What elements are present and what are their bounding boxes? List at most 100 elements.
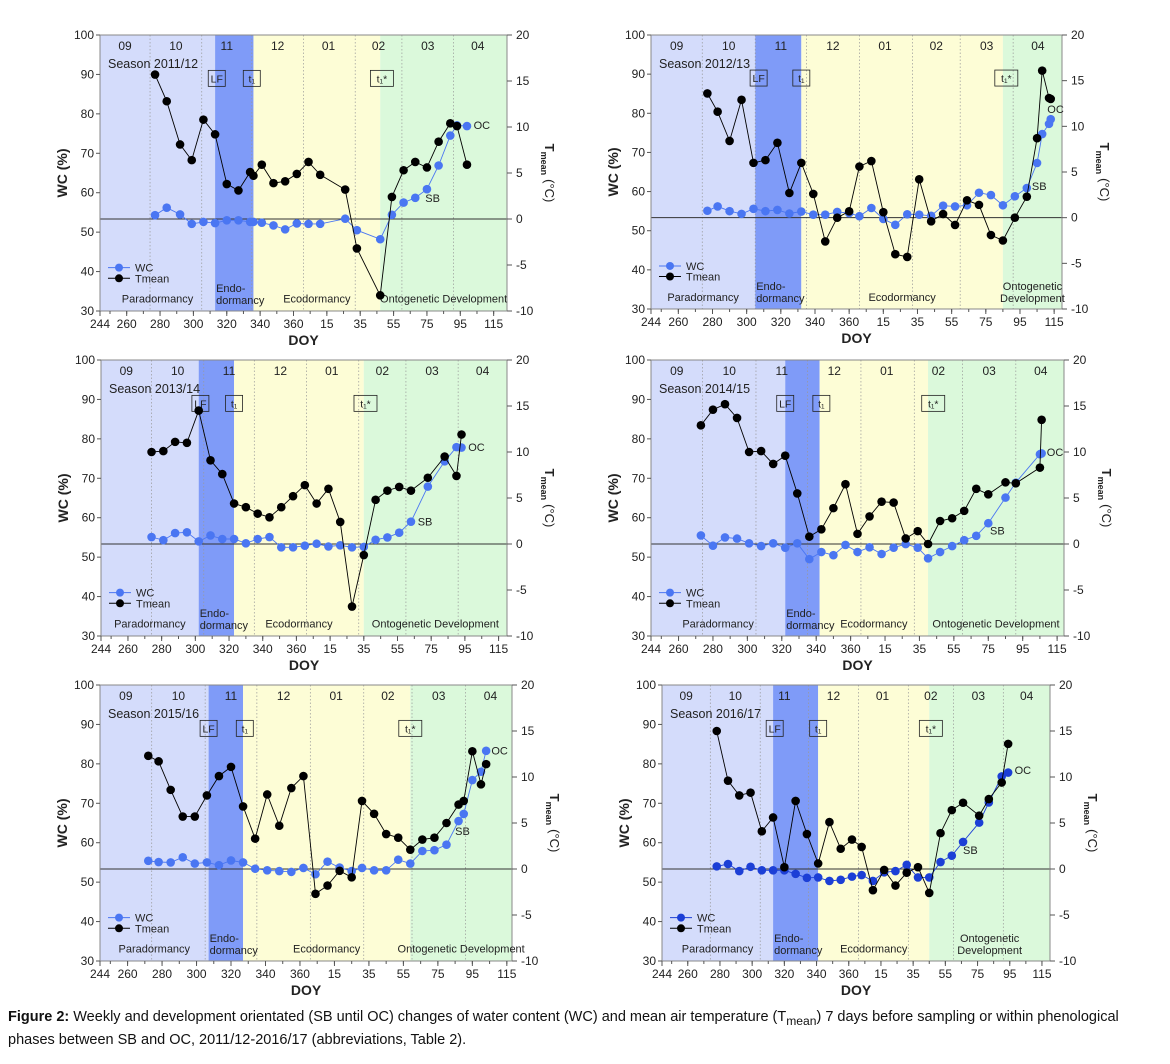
x-tick-label: 340 (250, 317, 270, 331)
data-point-wc (399, 198, 408, 207)
data-point-wc (746, 862, 755, 872)
month-label: 01 (325, 364, 339, 378)
data-point-wc (805, 554, 814, 564)
data-point-wc (889, 543, 898, 552)
month-label: 12 (271, 39, 285, 53)
x-tick-label: 115 (489, 642, 508, 656)
data-point-tmean (853, 529, 862, 539)
month-label: 04 (1031, 39, 1045, 53)
data-point-tmean (958, 798, 968, 808)
phase-label-endodormancy: Endo- (786, 608, 816, 620)
data-point-wc (406, 517, 416, 526)
data-point-wc (410, 193, 420, 203)
legend-label-0: WC (135, 263, 153, 275)
month-label: 09 (670, 39, 684, 53)
y2-tick-label: 5 (516, 166, 523, 180)
phase-marker-0: LF (202, 723, 214, 735)
phase-label-paradormancy: Paradormancy (119, 944, 191, 956)
data-point-wc (737, 209, 746, 219)
y-tick-label: 40 (81, 915, 95, 929)
data-point-tmean (202, 791, 212, 800)
data-point-tmean (287, 783, 296, 793)
data-point-tmean (832, 213, 842, 222)
data-point-tmean (430, 833, 439, 843)
y2-tick-label: 0 (1059, 862, 1066, 876)
month-label: 01 (880, 364, 894, 378)
y2-tick-label: -10 (516, 304, 534, 318)
phase-marker-box (776, 394, 795, 412)
data-point-tmean (841, 479, 850, 489)
season-title: Season 2016/17 (670, 707, 761, 721)
data-point-wc (241, 539, 251, 548)
data-point-tmean (737, 95, 746, 105)
y2-axis-label: Tmean (°C) (1082, 794, 1100, 853)
x-tick-label: 55 (397, 967, 411, 981)
season-title: Season 2012/13 (659, 57, 750, 71)
data-point-wc (369, 866, 379, 875)
y-tick-label: 100 (625, 353, 645, 367)
phase-label-paradormancy: Paradormancy (682, 944, 754, 956)
month-label: 11 (225, 689, 238, 703)
legend-marker (115, 924, 123, 933)
phase-marker-1: t₁ (815, 723, 822, 735)
y2-label-unit: (°C) (1085, 829, 1100, 852)
legend-marker (115, 913, 123, 922)
data-point-tmean (159, 446, 168, 456)
data-point-wc (280, 225, 290, 234)
x-tick-label: 260 (669, 642, 689, 656)
data-point-tmean (902, 252, 912, 262)
data-point-tmean (369, 809, 379, 819)
x-tick-label: 55 (391, 642, 405, 656)
y-tick-label: 70 (81, 146, 95, 160)
data-point-tmean (422, 163, 432, 172)
caption-text-1: Weekly and development orientated (SB un… (69, 1009, 787, 1025)
data-point-wc (923, 554, 933, 563)
y2-tick-label: -5 (516, 258, 527, 272)
data-point-tmean (406, 486, 416, 495)
data-point-tmean (288, 491, 298, 501)
data-point-tmean (276, 502, 286, 512)
phase-label-ecodormancy: Ecodormancy (868, 292, 936, 304)
x-tick-label: 35 (362, 967, 376, 981)
data-point-wc (276, 542, 286, 552)
data-point-wc (768, 866, 778, 875)
y2-tick-label: 20 (1059, 678, 1073, 692)
y2-tick-label: -5 (521, 908, 532, 922)
data-point-tmean (780, 862, 789, 872)
data-point-tmean (371, 495, 380, 505)
y2-tick-label: 15 (516, 399, 530, 413)
data-point-wc (274, 866, 284, 876)
data-point-wc (162, 203, 172, 212)
data-point-tmean (808, 189, 818, 199)
data-point-tmean (468, 746, 477, 756)
y-tick-label: 60 (643, 836, 657, 850)
phase-band-ontogenetic (928, 360, 1064, 636)
month-label: 02 (381, 689, 395, 703)
x-axis-label: DOY (842, 657, 873, 673)
x-tick-label: 320 (217, 317, 237, 331)
x-tick-label: 35 (906, 967, 920, 981)
x-tick-label: 244 (90, 317, 110, 331)
data-point-tmean (154, 757, 163, 766)
data-point-wc (847, 872, 857, 881)
data-point-wc (202, 858, 212, 867)
data-point-tmean (340, 185, 350, 194)
annotation-oc: OC (1047, 104, 1064, 116)
data-point-wc (287, 867, 296, 877)
data-point-tmean (914, 175, 924, 184)
y2-axis-label: Tmean (°C) (1094, 143, 1112, 202)
data-point-wc (454, 816, 463, 826)
data-point-tmean (229, 499, 239, 508)
x-tick-label: 95 (1003, 967, 1017, 981)
y2-label-sub: mean (1094, 151, 1104, 175)
phase-marker-2: t₁* (377, 73, 388, 85)
month-label: 03 (980, 39, 994, 53)
data-point-tmean (190, 812, 200, 821)
data-point-wc (457, 443, 466, 452)
y2-tick-label: 20 (516, 353, 530, 367)
data-point-wc (381, 866, 391, 875)
phase-label-ecodormancy: Ecodormancy (265, 619, 333, 631)
legend-label-0: WC (686, 261, 704, 273)
phase-band-ecodormancy (234, 360, 364, 636)
data-point-tmean (217, 469, 227, 479)
